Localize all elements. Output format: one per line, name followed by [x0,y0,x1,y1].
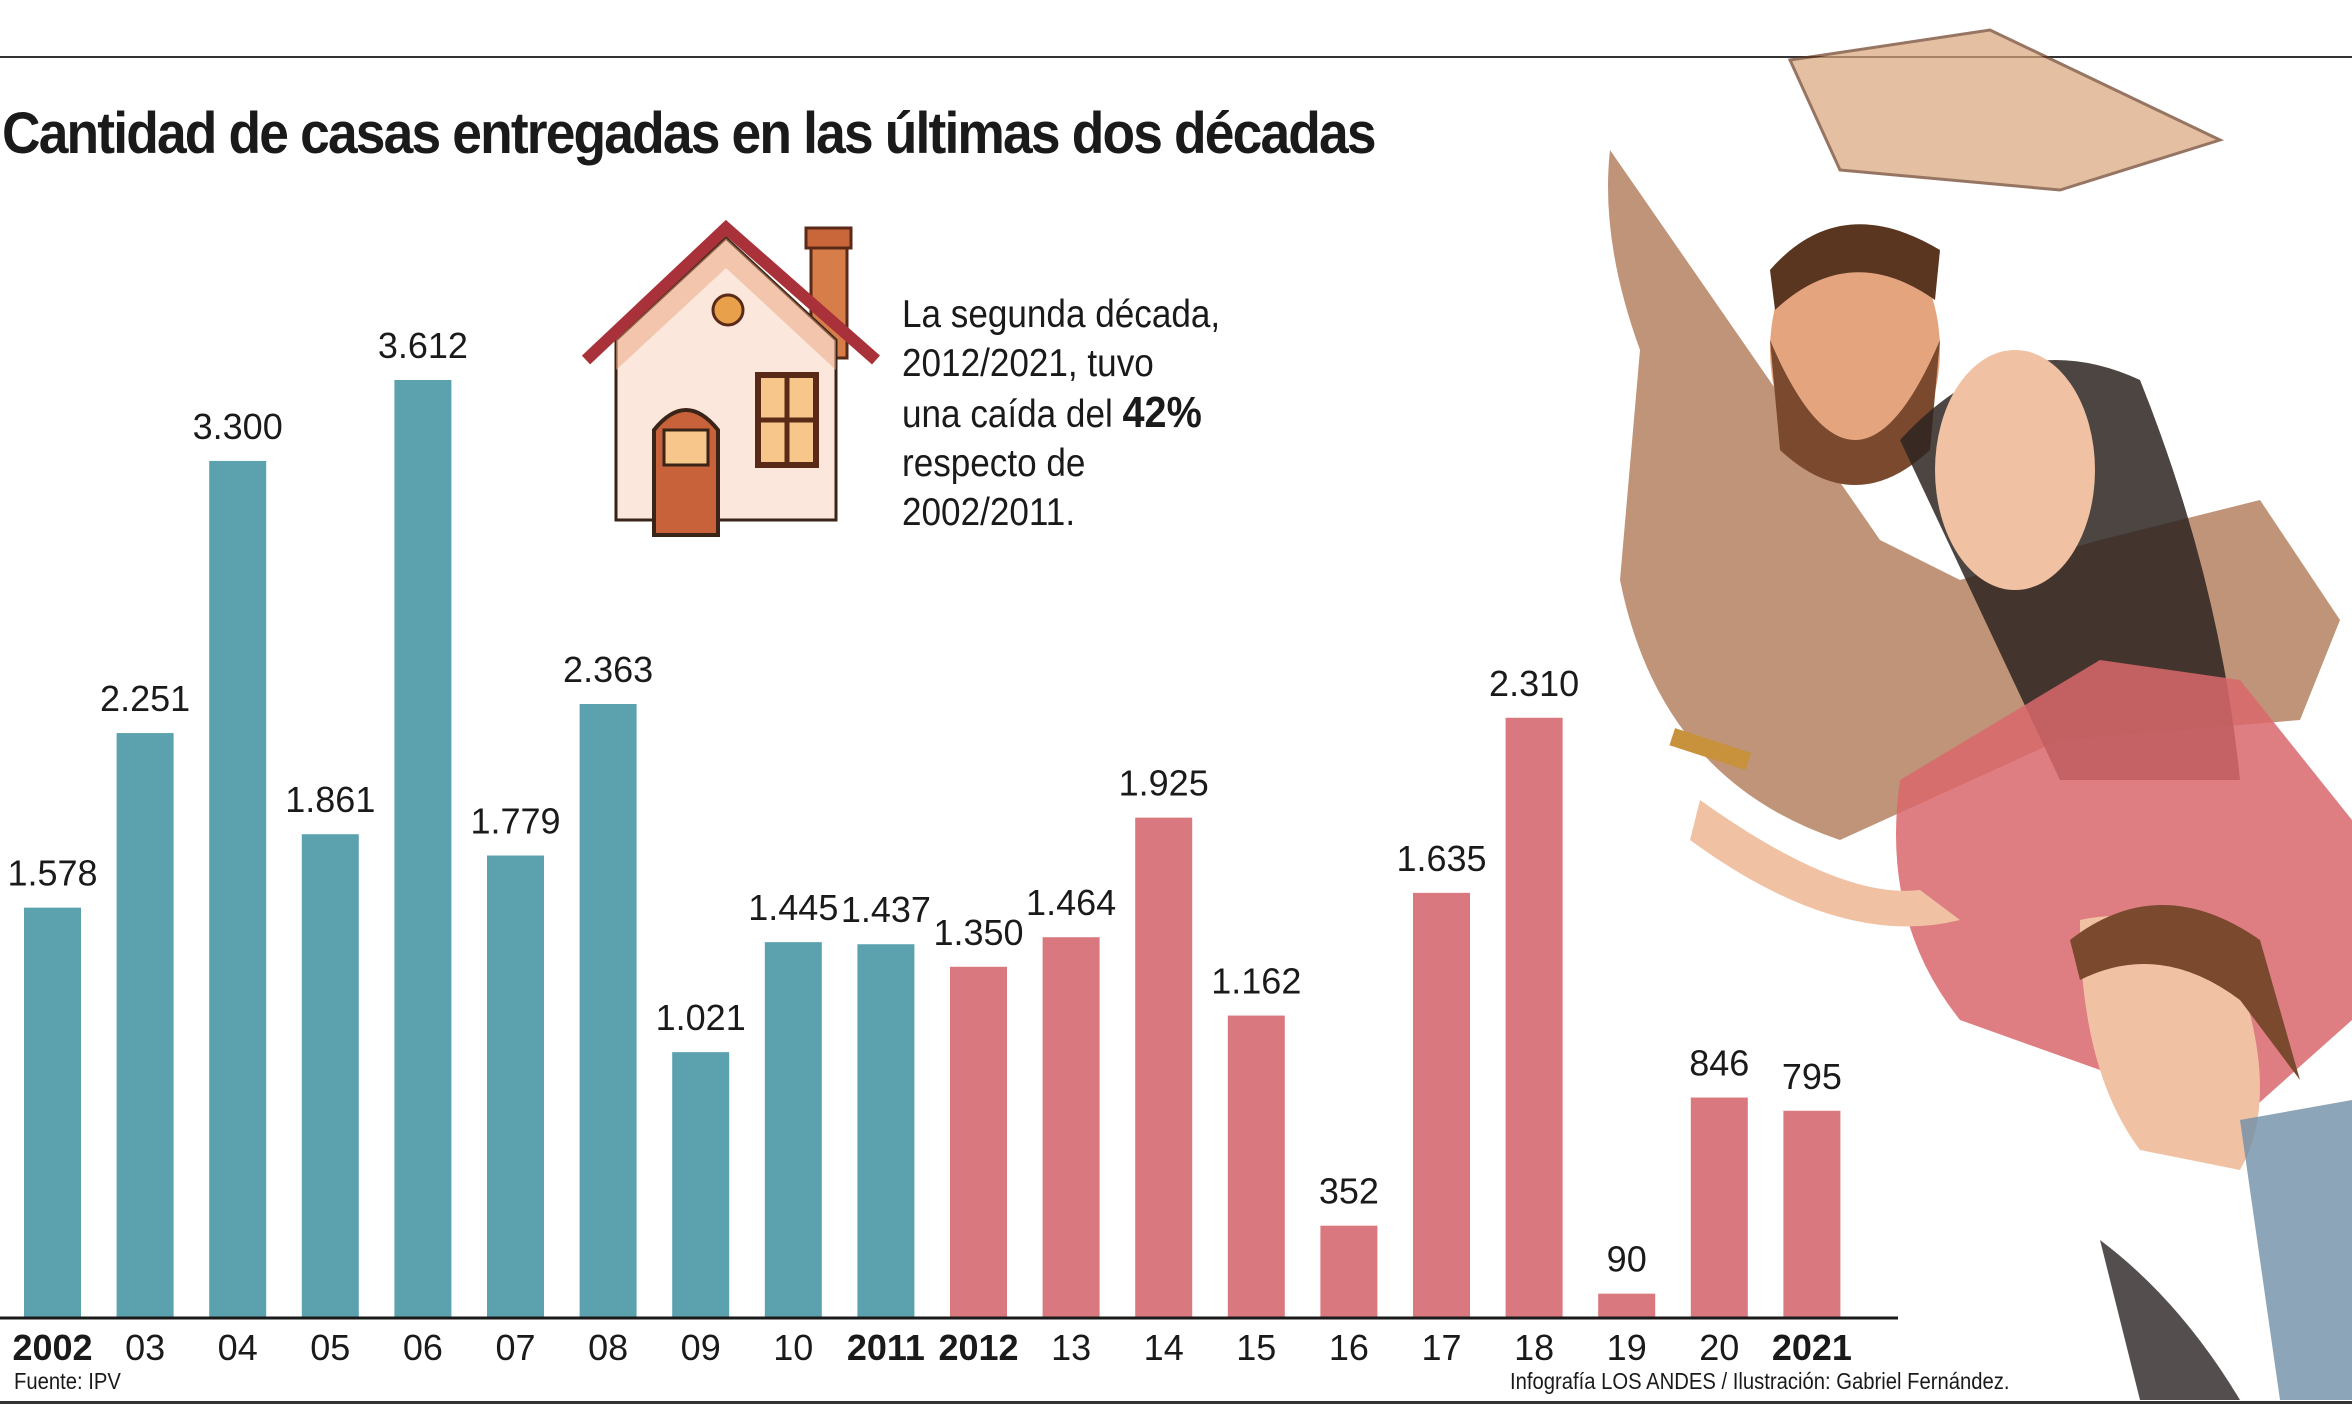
data-label: 1.437 [841,889,931,930]
bar [764,942,822,1317]
x-tick-label: 2002 [12,1327,92,1368]
x-tick-label: 08 [588,1327,628,1368]
note-line: La segunda década, [902,293,1221,336]
bar [394,380,452,1317]
x-tick-label: 19 [1607,1327,1647,1368]
note-line: una caída del 42% [902,388,1220,439]
data-label: 1.445 [748,887,838,928]
note-highlight: 42% [1122,388,1202,437]
data-label: 1.635 [1396,838,1486,879]
bar [1135,817,1193,1317]
bar [857,944,915,1317]
data-label: 3.300 [193,406,283,447]
data-label: 2.251 [100,678,190,719]
top-rule [0,56,2352,58]
x-tick-label: 05 [310,1327,350,1368]
bar [1227,1015,1285,1317]
x-tick-label: 2012 [938,1327,1018,1368]
bar [1598,1293,1656,1317]
chart-title: Cantidad de casas entregadas en las últi… [2,101,1377,166]
annotation-note: La segunda década, 2012/2021, tuvo una c… [902,290,1220,537]
x-tick-label: 04 [218,1327,258,1368]
bar [487,855,544,1317]
note-line: 2002/2011. [902,491,1076,534]
bar [1413,892,1470,1317]
x-tick-label: 03 [125,1327,165,1368]
bar [1690,1097,1748,1317]
data-label: 1.925 [1119,763,1209,804]
credits-note: Infografía LOS ANDES / Ilustración: Gabr… [1510,1368,2010,1394]
bar [1505,717,1563,1317]
note-text: una caída del [902,393,1123,436]
bar [24,907,81,1317]
bar [1320,1225,1378,1317]
x-tick-label: 10 [773,1327,813,1368]
data-label: 352 [1319,1171,1379,1212]
bar [1042,937,1100,1317]
bar [209,460,267,1317]
source-note: Fuente: IPV [14,1368,121,1394]
x-tick-label: 09 [681,1327,721,1368]
x-tick-label: 06 [403,1327,443,1368]
data-label: 1.162 [1211,961,1301,1002]
bottom-rule [0,1401,2352,1404]
data-label: 1.021 [656,997,746,1038]
data-label: 846 [1689,1043,1749,1084]
house-illustration [576,219,886,545]
bar [301,834,359,1317]
data-label: 1.578 [7,853,97,894]
family-illustration [1540,20,2352,1405]
note-line: 2012/2021, tuvo [902,342,1154,385]
bar [950,966,1007,1317]
data-label: 1.861 [285,779,375,820]
bar [1783,1110,1841,1317]
data-label: 2.363 [563,649,653,690]
x-tick-label: 15 [1236,1327,1276,1368]
note-line: respecto de [902,442,1086,485]
data-label: 1.350 [933,912,1023,953]
data-label: 1.464 [1026,882,1116,923]
data-label: 1.779 [470,801,560,842]
x-tick-label: 13 [1051,1327,1091,1368]
x-tick-label: 20 [1699,1327,1739,1368]
data-label: 3.612 [378,325,468,366]
data-label: 795 [1782,1056,1842,1097]
bar [116,733,174,1317]
x-tick-label: 07 [495,1327,535,1368]
x-tick-label: 2021 [1772,1327,1852,1368]
bar [579,704,637,1317]
x-tick-label: 2011 [847,1327,925,1368]
x-tick-label: 18 [1514,1327,1554,1368]
x-tick-label: 14 [1144,1327,1184,1368]
data-label: 2.310 [1489,663,1579,704]
x-tick-label: 16 [1329,1327,1369,1368]
x-tick-label: 17 [1421,1327,1461,1368]
data-label: 90 [1607,1239,1647,1280]
bar [672,1052,730,1317]
